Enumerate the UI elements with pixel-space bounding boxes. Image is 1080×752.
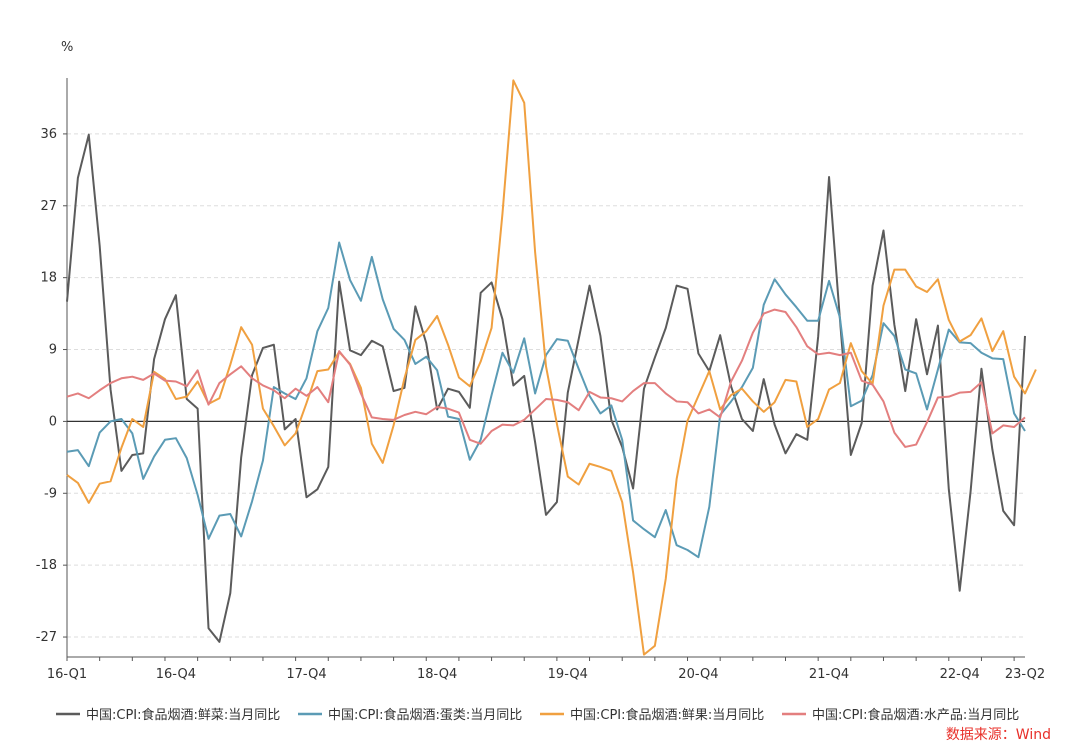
- legend: 中国:CPI:食品烟酒:鲜菜:当月同比 中国:CPI:食品烟酒:蛋类:当月同比 中国…: [56, 707, 1019, 723]
- y-tick-label: 0: [49, 414, 57, 429]
- y-tick-label: 18: [40, 271, 57, 286]
- x-tick-label: 23-Q2: [1005, 667, 1045, 682]
- x-ticks: 16-Q1 16-Q4 17-Q4 18-Q4 19-Q4 20-Q4 21-Q4 22-Q4…: [47, 657, 1045, 682]
- x-tick-label: 21-Q4: [809, 667, 849, 682]
- y-tick-label: -18: [36, 558, 57, 573]
- axes: [66, 78, 1025, 658]
- series-line-aquatic: [66, 308, 1026, 448]
- grid-lines: [67, 133, 1025, 638]
- legend-label-aquatic: 中国:CPI:食品烟酒:水产品:当月同比: [812, 707, 1019, 723]
- legend-label-veg: 中国:CPI:食品烟酒:鲜菜:当月同比: [86, 707, 280, 723]
- source-note: 数据来源：Wind: [946, 727, 1051, 743]
- x-tick-label: 17-Q4: [286, 667, 326, 682]
- legend-label-egg: 中国:CPI:食品烟酒:蛋类:当月同比: [328, 707, 522, 723]
- y-ticks: -27 -18 -9 0 9 18 27 36: [36, 127, 67, 645]
- series-lines: [66, 79, 1037, 656]
- series-line-veg: [66, 133, 1026, 643]
- x-tick-label: 20-Q4: [678, 667, 718, 682]
- series-line-fruit: [66, 79, 1037, 656]
- y-tick-label: 27: [40, 199, 57, 214]
- y-tick-label: 36: [40, 127, 57, 142]
- legend-label-fruit: 中国:CPI:食品烟酒:鲜果:当月同比: [570, 707, 764, 723]
- x-tick-label: 22-Q4: [940, 667, 980, 682]
- x-tick-label: 18-Q4: [417, 667, 457, 682]
- series-line-egg: [66, 241, 1026, 559]
- y-tick-label: -27: [36, 630, 57, 645]
- x-tick-label: 16-Q4: [156, 667, 196, 682]
- y-unit-label: %: [61, 40, 73, 55]
- x-tick-label: 16-Q1: [47, 667, 87, 682]
- y-tick-label: 9: [49, 343, 57, 358]
- x-tick-label: 19-Q4: [548, 667, 588, 682]
- y-tick-label: -9: [44, 486, 57, 501]
